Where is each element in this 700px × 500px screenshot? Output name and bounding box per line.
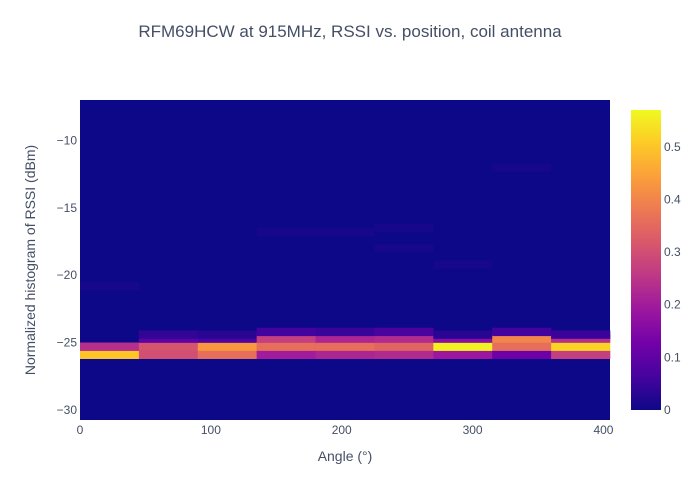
x-axis-title: Angle (°) (318, 448, 373, 464)
y-tick-label: −15 (57, 201, 78, 215)
y-tick-label: −30 (57, 403, 78, 417)
heatmap-background (80, 100, 610, 420)
plot-area (80, 100, 611, 420)
chart-title: RFM69HCW at 915MHz, RSSI vs. position, c… (138, 22, 562, 41)
heatmap-cell (433, 342, 493, 351)
colorbar-tick-label: 0.3 (664, 245, 681, 259)
heatmap-cell (315, 228, 375, 237)
x-tick-label: 200 (332, 423, 352, 437)
x-axis-ticks: 0 100 200 300 400 (77, 423, 614, 437)
y-tick-label: −20 (57, 268, 78, 282)
colorbar-ticks: 0 0.1 0.2 0.3 0.4 0.5 (664, 140, 681, 417)
heatmap-cell (433, 260, 493, 269)
heatmap-cell (374, 327, 434, 337)
heatmap-cell (197, 350, 257, 359)
heatmap-cell (433, 350, 493, 359)
heatmap-cell (80, 342, 140, 351)
y-axis-ticks: −30 −25 −20 −15 −10 (57, 133, 78, 416)
heatmap-cell (374, 223, 434, 233)
heatmap-cell (315, 327, 375, 337)
heatmap-cell (256, 342, 316, 351)
heatmap-cell (197, 330, 257, 339)
heatmap-cell (315, 342, 375, 351)
heatmap-cell (492, 342, 552, 351)
heatmap-cells (80, 163, 611, 359)
heatmap-cell (315, 334, 375, 343)
heatmap-cell (551, 350, 611, 359)
y-tick-label: −10 (57, 133, 78, 147)
heatmap-cell (551, 342, 611, 351)
heatmap-cell (256, 334, 316, 343)
heatmap-cell (256, 350, 316, 359)
heatmap-cell (374, 334, 434, 343)
heatmap-cell (492, 327, 552, 337)
x-tick-label: 300 (463, 423, 483, 437)
colorbar-scale (631, 110, 661, 410)
heatmap-cell (374, 350, 434, 359)
colorbar-tick-label: 0.4 (664, 192, 681, 206)
y-axis-title: Normalized histogram of RSSI (dBm) (22, 145, 38, 375)
x-tick-label: 0 (77, 423, 84, 437)
heatmap-cell (138, 350, 199, 359)
heatmap-cell (433, 330, 493, 339)
colorbar-tick-label: 0.1 (664, 350, 681, 364)
x-tick-label: 100 (201, 423, 221, 437)
heatmap-cell (80, 281, 140, 291)
heatmap-cell (492, 163, 552, 172)
heatmap-cell (256, 228, 316, 237)
heatmap-cell (80, 350, 140, 359)
heatmap-cell (256, 327, 316, 337)
heatmap-cell (197, 342, 257, 351)
y-tick-label: −25 (57, 336, 78, 350)
colorbar-tick-label: 0.2 (664, 298, 681, 312)
heatmap-cell (374, 244, 434, 253)
heatmap-cell (492, 350, 552, 359)
heatmap-cell (374, 342, 434, 351)
heatmap-cell (138, 330, 199, 339)
colorbar: 0 0.1 0.2 0.3 0.4 0.5 (631, 110, 681, 417)
heatmap-cell (138, 342, 199, 351)
colorbar-tick-label: 0 (664, 403, 671, 417)
heatmap-cell (315, 350, 375, 359)
heatmap-cell (492, 334, 552, 343)
x-tick-label: 400 (593, 423, 613, 437)
colorbar-tick-label: 0.5 (664, 140, 681, 154)
heatmap-cell (551, 330, 611, 339)
